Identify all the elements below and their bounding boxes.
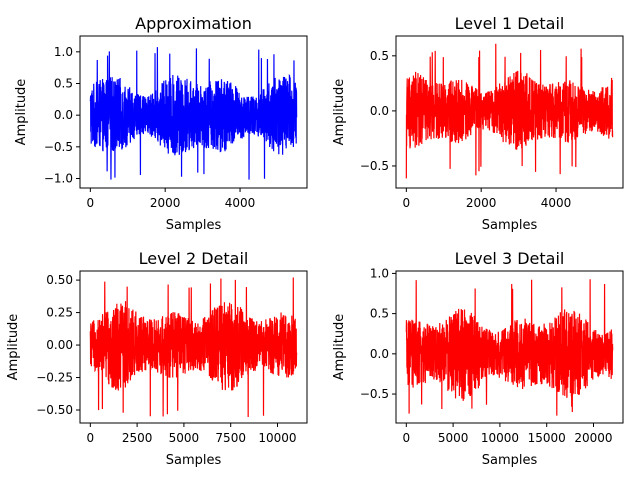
subplot-level-3-detail: Level 3 Detail Samples Amplitude 0 5000 10… <box>332 249 624 468</box>
y-axis-label: Amplitude <box>6 314 21 381</box>
x-tick-label: 0 <box>402 431 410 445</box>
x-tick-label: 0 <box>87 196 95 210</box>
axis-ticks: 0 5000 10000 15000 20000 −0.5 0.0 0.5 1.0 <box>360 266 613 445</box>
x-tick-label: 10000 <box>481 431 519 445</box>
signal-line <box>89 47 298 180</box>
y-tick-label: 0.0 <box>370 104 389 118</box>
x-tick-label: 2000 <box>466 196 497 210</box>
y-axis-label: Amplitude <box>14 79 29 146</box>
y-tick-label: 0.5 <box>370 307 389 321</box>
y-tick-label: 0.25 <box>46 306 73 320</box>
axes-frame <box>395 270 624 424</box>
y-tick-label: −0.50 <box>36 403 73 417</box>
y-axis-label: Amplitude <box>332 79 347 146</box>
y-tick-label: 0.50 <box>46 273 73 287</box>
subplot-approximation: Approximation Samples Amplitude 0 2000 400… <box>14 14 308 233</box>
y-tick-label: −0.25 <box>36 371 73 385</box>
x-tick-label: 0 <box>403 196 411 210</box>
x-tick-label: 4000 <box>541 196 572 210</box>
y-tick-label: 1.0 <box>54 45 73 59</box>
signal-line <box>405 279 614 416</box>
x-tick-label: 5000 <box>438 431 469 445</box>
x-axis-label: Samples <box>166 453 222 468</box>
x-tick-label: 2000 <box>150 196 181 210</box>
axis-ticks: 0 2500 5000 7500 10000 −0.50 −0.25 0.00 0.25 0.50 <box>36 273 296 445</box>
axis-ticks: 0 2000 4000 −0.5 0.0 0.5 <box>360 49 571 210</box>
y-tick-label: 0.0 <box>54 108 73 122</box>
subplot-title: Level 3 Detail <box>455 249 565 268</box>
y-tick-label: −1.0 <box>44 172 73 186</box>
x-axis-label: Samples <box>482 218 538 233</box>
axes-frame <box>79 35 308 189</box>
x-tick-label: 7500 <box>215 431 246 445</box>
subplot-title: Approximation <box>135 14 252 33</box>
subplot-level-2-detail: Level 2 Detail Samples Amplitude 0 2500 50… <box>6 249 308 468</box>
y-axis-label: Amplitude <box>332 314 347 381</box>
y-tick-label: 0.00 <box>46 338 73 352</box>
x-tick-label: 5000 <box>169 431 200 445</box>
y-tick-label: −0.5 <box>360 159 389 173</box>
subplot-title: Level 1 Detail <box>455 14 565 33</box>
axis-ticks: 0 2000 4000 −1.0 −0.5 0.0 0.5 1.0 <box>44 45 255 210</box>
signal-line <box>405 43 614 179</box>
x-tick-label: 0 <box>86 431 94 445</box>
x-axis-label: Samples <box>166 218 222 233</box>
y-tick-label: 0.5 <box>54 77 73 91</box>
x-tick-label: 20000 <box>574 431 612 445</box>
y-tick-label: −0.5 <box>44 140 73 154</box>
y-tick-label: 0.0 <box>370 347 389 361</box>
y-tick-label: 1.0 <box>370 266 389 280</box>
x-tick-label: 10000 <box>258 431 296 445</box>
signal-line <box>89 277 298 418</box>
x-tick-label: 2500 <box>122 431 153 445</box>
y-tick-label: 0.5 <box>370 49 389 63</box>
x-tick-label: 15000 <box>528 431 566 445</box>
x-tick-label: 4000 <box>225 196 256 210</box>
y-tick-label: −0.5 <box>360 387 389 401</box>
subplot-level-1-detail: Level 1 Detail Samples Amplitude 0 2000 40… <box>332 14 624 233</box>
x-axis-label: Samples <box>482 453 538 468</box>
axes-frame <box>395 35 624 189</box>
subplot-title: Level 2 Detail <box>139 249 249 268</box>
axes-frame <box>79 270 308 424</box>
